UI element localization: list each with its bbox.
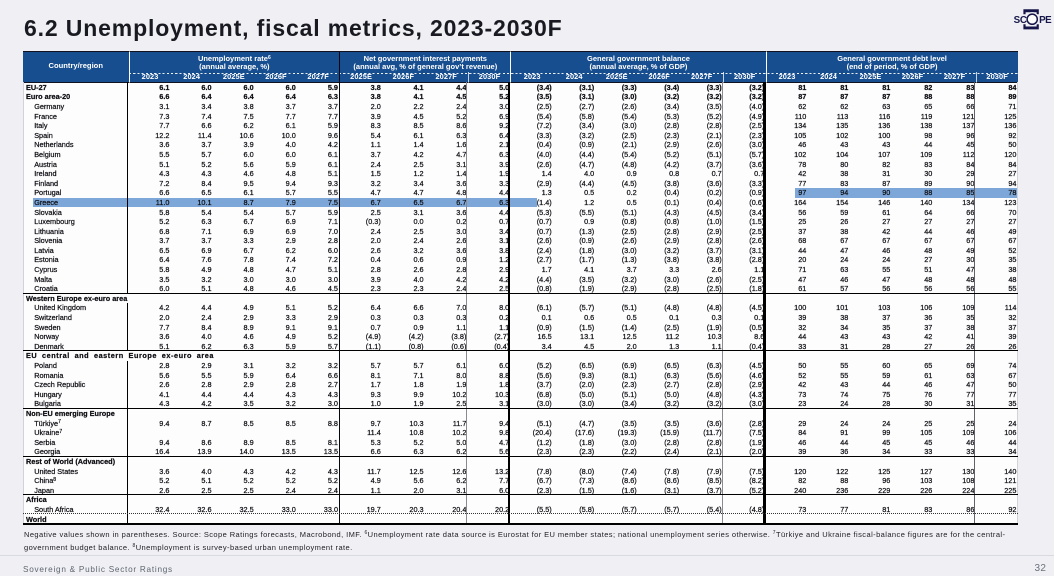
svg-text:SC: SC [1014, 15, 1027, 26]
svg-text:PE: PE [1039, 15, 1052, 26]
